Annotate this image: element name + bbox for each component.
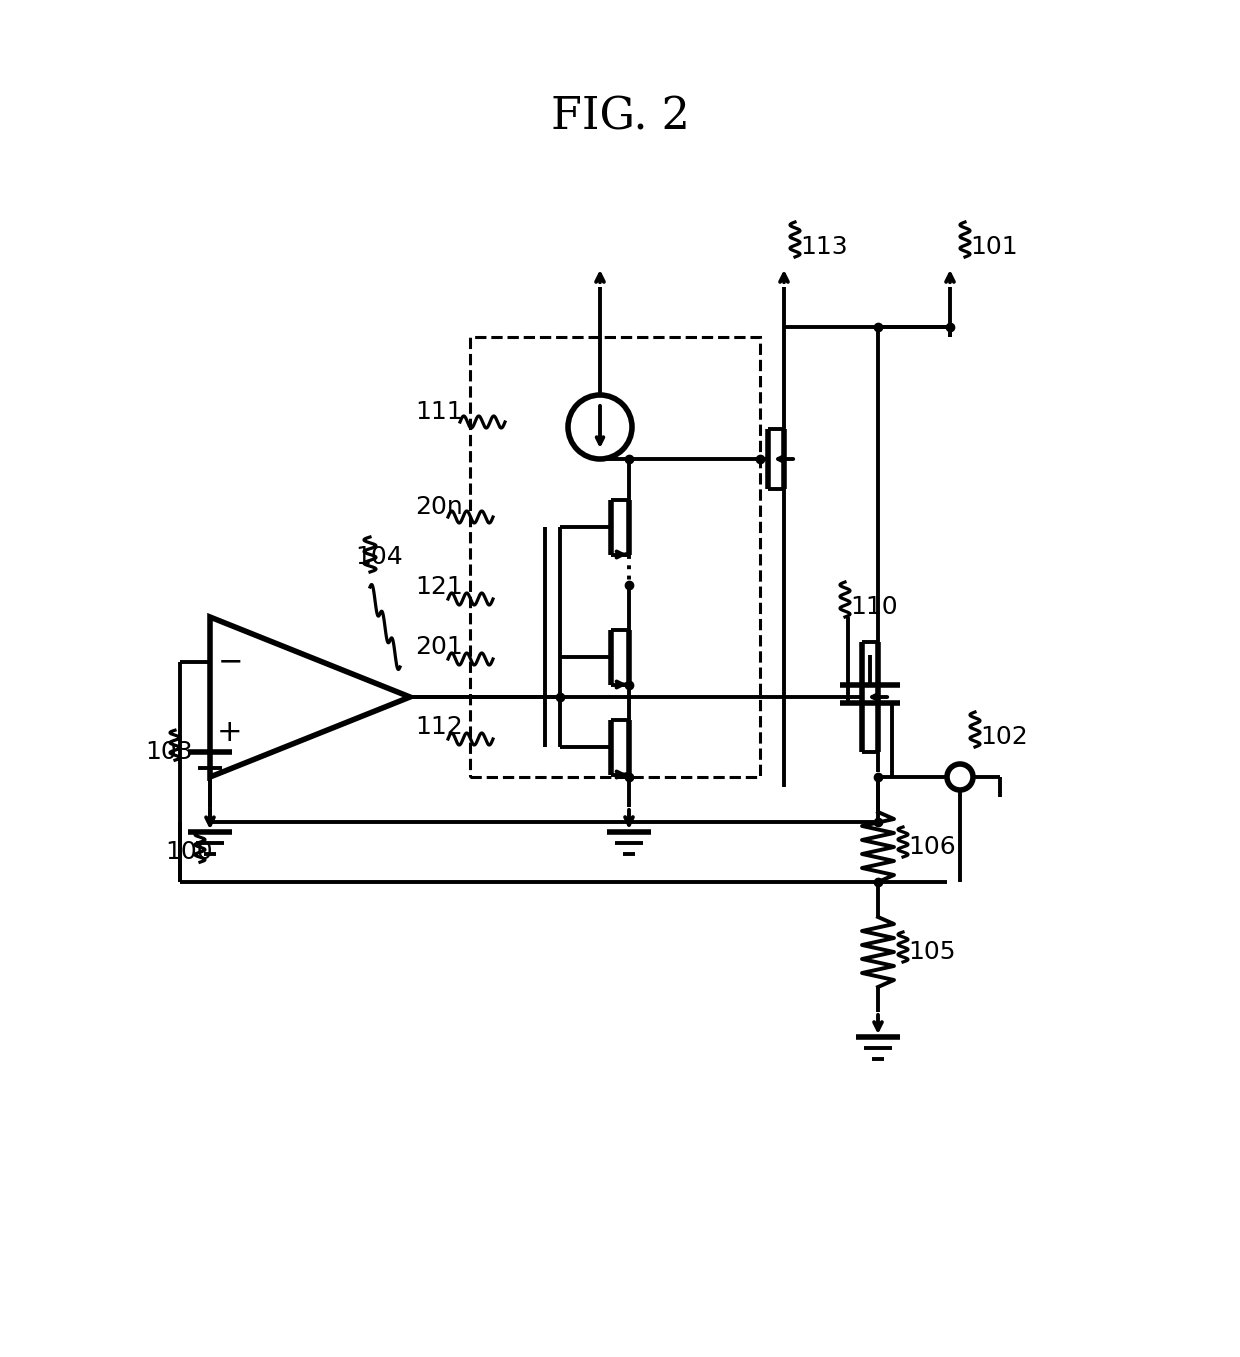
Text: 102: 102 [980,725,1028,749]
Text: −: − [217,647,243,677]
Text: 101: 101 [970,235,1018,259]
Text: 20n: 20n [415,495,463,518]
Text: 100: 100 [165,840,212,864]
Text: 111: 111 [415,400,463,423]
Text: 113: 113 [800,235,848,259]
Text: 104: 104 [355,546,403,569]
Text: 103: 103 [145,740,192,764]
Text: 121: 121 [415,575,463,598]
Text: 112: 112 [415,715,463,740]
Text: +: + [217,718,243,746]
Text: 106: 106 [908,835,956,859]
Text: FIG. 2: FIG. 2 [551,95,689,138]
Text: 201: 201 [415,635,463,660]
Text: 105: 105 [908,940,956,963]
Text: 110: 110 [849,594,898,619]
